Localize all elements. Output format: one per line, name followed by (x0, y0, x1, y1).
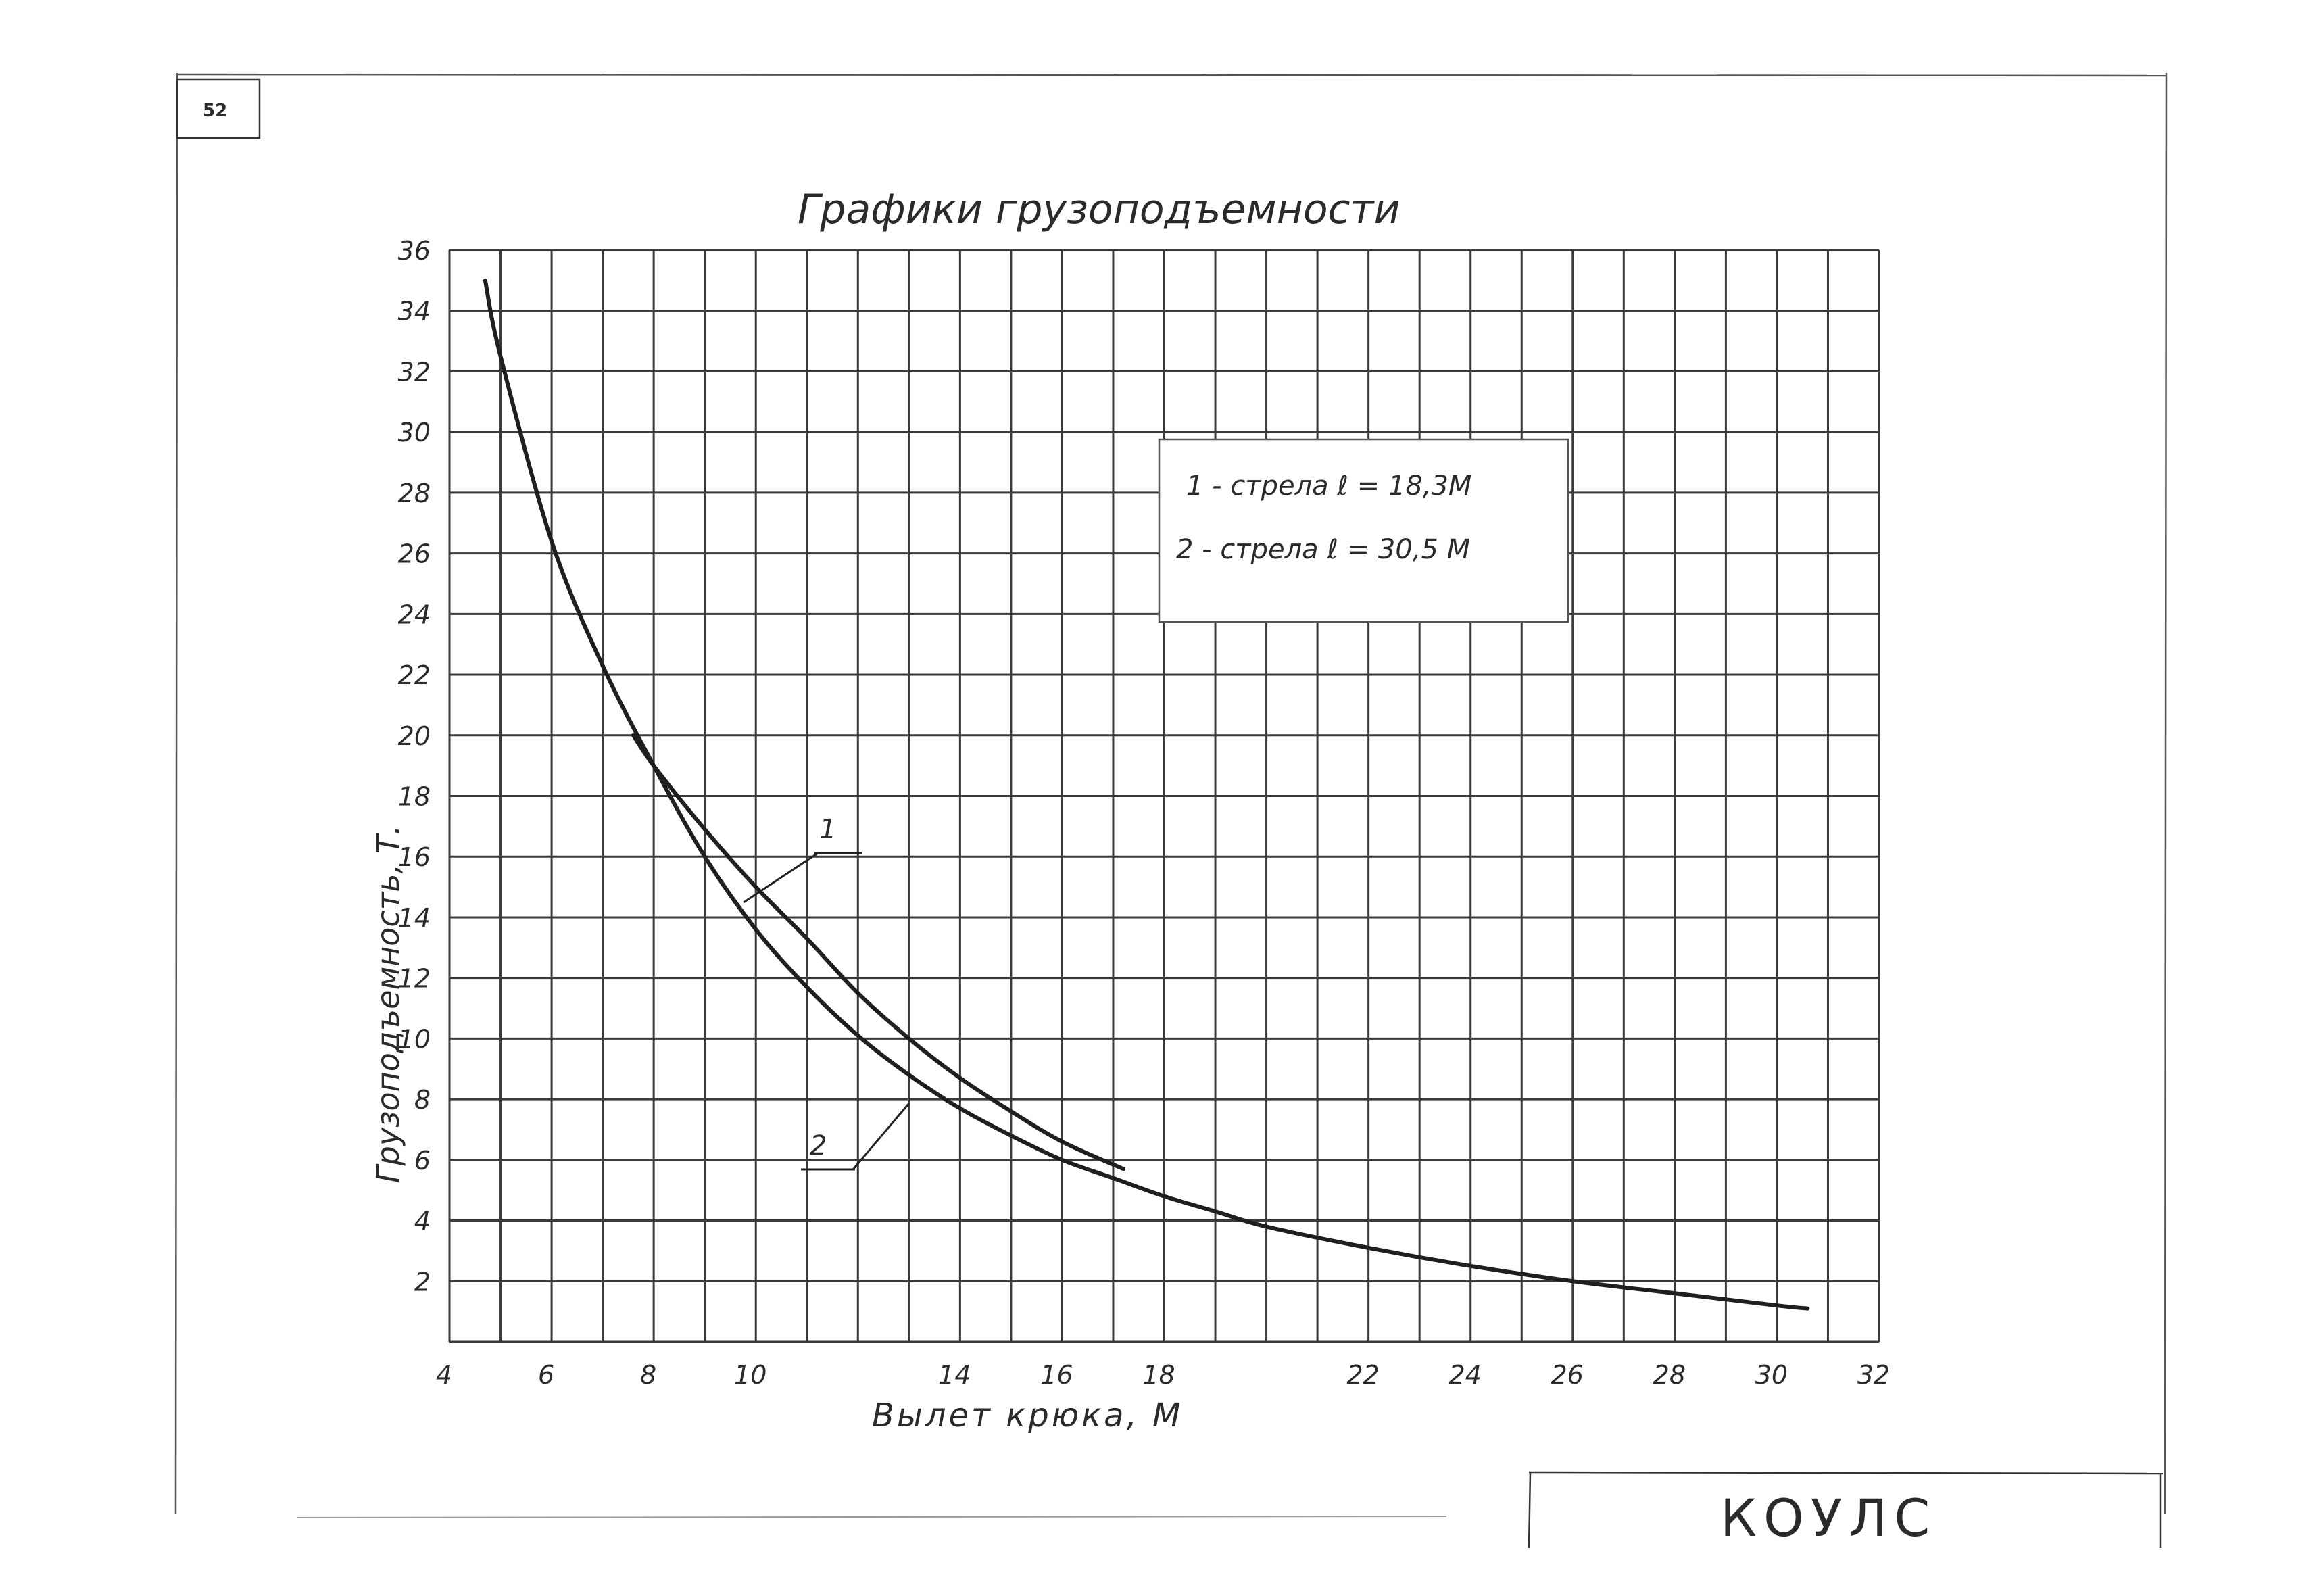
x-tick-label: 24 (1449, 1360, 1482, 1390)
legend: 1 - стрела ℓ = 18,3М 2 - стрела ℓ = 30,5… (1158, 438, 1569, 623)
y-tick-label: 24 (398, 600, 431, 629)
y-tick-label: 20 (398, 721, 431, 751)
grid-horizontal (449, 249, 1879, 1343)
series-2-leader (852, 1103, 910, 1170)
x-tick-label: 28 (1653, 1360, 1686, 1390)
y-tick-label: 36 (398, 236, 431, 266)
x-tick-label: 26 (1551, 1360, 1584, 1390)
page-number: 52 (203, 101, 227, 121)
series-labels: 12 (743, 814, 910, 1171)
y-tick-label: 26 (398, 539, 431, 569)
legend-item-1: 1 - стрела ℓ = 18,3М (1186, 470, 1471, 502)
x-tick-label: 8 (640, 1360, 656, 1390)
series-1-label: 1 (819, 814, 836, 845)
x-tick-label: 14 (938, 1360, 971, 1390)
x-tick-label: 6 (538, 1360, 554, 1390)
x-axis-label: Вылет крюка, М (872, 1397, 1183, 1434)
x-tick-label: 18 (1142, 1360, 1175, 1390)
y-axis-label: Грузоподъемность, Т. (370, 825, 406, 1183)
y-tick-label: 4 (414, 1207, 431, 1236)
x-tick-label: 16 (1040, 1360, 1073, 1390)
x-tick-labels: 4 6 8 10 14 16 18 22 24 26 28 30 32 (436, 1360, 1890, 1390)
title-block: КОУЛС (1528, 1471, 2164, 1549)
stamp-text: КОУЛС (1720, 1488, 1936, 1548)
series-1-leader (743, 852, 819, 904)
y-tick-label: 14 (398, 903, 431, 933)
y-tick-label: 10 (398, 1024, 431, 1054)
legend-item-2: 2 - стрела ℓ = 30,5 М (1176, 534, 1470, 565)
sheet-frame (174, 72, 2168, 1518)
legend-box (1158, 438, 1569, 623)
y-tick-label: 16 (398, 842, 431, 872)
y-tick-label: 30 (398, 418, 431, 448)
x-tick-label: 4 (436, 1360, 452, 1390)
y-tick-label: 2 (414, 1267, 431, 1297)
y-tick-label: 32 (398, 357, 431, 387)
series-layer (483, 278, 1810, 1311)
series-1-curve (631, 733, 1126, 1171)
series-2-label: 2 (810, 1130, 827, 1161)
x-tick-label: 30 (1755, 1360, 1788, 1390)
series-2-curve (483, 278, 1810, 1311)
x-tick-label: 10 (734, 1360, 766, 1390)
y-tick-label: 8 (414, 1085, 431, 1115)
y-tick-label: 28 (398, 479, 431, 508)
y-tick-label: 12 (398, 964, 431, 994)
y-tick-label: 34 (398, 297, 431, 327)
x-tick-label: 32 (1857, 1360, 1890, 1390)
x-tick-label: 22 (1346, 1360, 1379, 1390)
y-tick-label: 18 (398, 782, 431, 812)
page-number-box: 52 (176, 78, 261, 139)
y-tick-label: 6 (414, 1146, 431, 1176)
chart-title: Графики грузоподъемности (798, 186, 1400, 233)
y-tick-label: 22 (398, 660, 431, 690)
